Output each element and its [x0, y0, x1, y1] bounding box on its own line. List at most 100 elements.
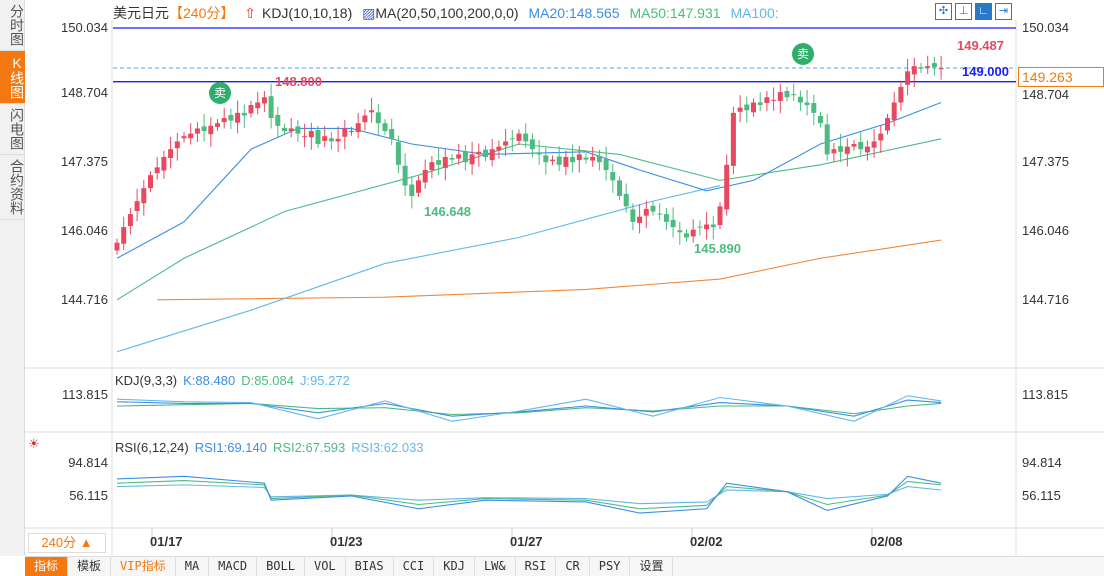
candle-body	[516, 133, 522, 141]
arrow-up-icon: ⇧	[244, 5, 256, 21]
period-label: 【240分】	[169, 5, 235, 21]
candle-body	[657, 213, 663, 215]
tab-psy[interactable]: PSY	[590, 557, 631, 576]
settings-sun-icon[interactable]: ☀	[28, 436, 40, 451]
candle-body	[422, 169, 428, 183]
candle-body	[335, 138, 341, 142]
candle-body	[690, 229, 696, 237]
candle-body	[543, 155, 549, 163]
tab-boll[interactable]: BOLL	[257, 557, 305, 576]
tab-timeshare[interactable]: 分时图	[0, 0, 25, 51]
candle-body	[864, 146, 870, 153]
ma-chart-icon: ▨	[362, 5, 376, 21]
candle-body	[784, 91, 790, 98]
candle-body	[442, 156, 448, 168]
low-label-mid: 146.648	[424, 204, 471, 219]
candle-body	[623, 193, 629, 207]
y-tick-left: 144.716	[61, 292, 108, 307]
kdj-d-line	[116, 402, 942, 416]
tab-vol[interactable]: VOL	[305, 557, 346, 576]
candle-body	[724, 164, 730, 210]
candle-body	[590, 156, 596, 161]
ma100-value: MA100:	[730, 5, 779, 21]
ma20-value: MA20:148.565	[528, 5, 620, 21]
ma20-line	[116, 101, 942, 259]
ma-indicator-label[interactable]: MA(20,50,100,200,0,0)	[375, 5, 519, 21]
candle-body	[630, 209, 636, 222]
tab-contract-info[interactable]: 合约资料	[0, 155, 25, 220]
kdj-title[interactable]: KDJ(9,3,3)	[115, 373, 178, 388]
candle-body	[194, 128, 200, 134]
candle-body	[550, 159, 555, 162]
candle-body	[650, 205, 656, 212]
tab-lwr[interactable]: LW&	[475, 557, 516, 576]
rsi3: RSI3:62.033	[351, 440, 424, 455]
axis-selected-icon[interactable]: ∟	[975, 3, 992, 20]
candle-body	[375, 112, 381, 124]
tab-vip-indicators[interactable]: VIP指标	[111, 557, 176, 576]
candle-body	[322, 136, 328, 141]
candle-body	[228, 114, 234, 121]
zoom-axis-icon[interactable]: ⊥	[955, 3, 972, 20]
tab-ma[interactable]: MA	[176, 557, 210, 576]
date-tick: 01/27	[510, 534, 543, 549]
candle-body	[684, 233, 689, 238]
candle-body	[241, 112, 247, 116]
candle-body	[382, 123, 388, 132]
rsi2-line	[116, 480, 942, 510]
candle-body	[261, 97, 267, 104]
date-tick: 02/08	[870, 534, 903, 549]
candle-body	[663, 214, 669, 222]
tab-bias[interactable]: BIAS	[346, 557, 394, 576]
tab-rsi[interactable]: RSI	[516, 557, 557, 576]
exit-icon[interactable]: ⇥	[995, 3, 1012, 20]
candle-body	[818, 115, 823, 124]
kdj-j: J:95.272	[299, 373, 350, 388]
kdj-indicator-label[interactable]: KDJ(10,10,18)	[261, 5, 353, 21]
rsi-title[interactable]: RSI(6,12,24)	[115, 440, 189, 455]
rsi-tick-left: 94.814	[68, 455, 108, 470]
tab-macd[interactable]: MACD	[209, 557, 258, 576]
candle-body	[838, 146, 844, 152]
candle-body	[141, 188, 147, 204]
candle-body	[851, 144, 857, 147]
kdj-tick-right: 113.815	[1022, 387, 1069, 402]
candle-body	[925, 66, 931, 68]
tab-indicators[interactable]: 指标	[25, 557, 69, 576]
candle-body	[188, 133, 194, 139]
sell-signal-icon[interactable]: 卖	[792, 43, 814, 65]
hline-label: 149.000	[962, 64, 1009, 79]
candle-body	[208, 125, 214, 135]
candle-body	[737, 107, 743, 112]
candle-body	[429, 162, 435, 170]
candle-body	[771, 99, 777, 101]
candle-body	[489, 149, 495, 161]
tab-kline[interactable]: K线图	[0, 51, 25, 104]
candle-body	[168, 149, 174, 159]
candle-body	[563, 156, 569, 167]
candle-body	[302, 136, 308, 138]
candle-body	[362, 115, 368, 123]
crosshair-icon[interactable]: ✣	[935, 3, 952, 20]
tab-flash[interactable]: 闪电图	[0, 104, 25, 155]
candle-body	[402, 165, 408, 186]
period-button[interactable]: 240分 ▲	[28, 533, 106, 553]
candle-body	[201, 126, 207, 132]
tab-kdj[interactable]: KDJ	[434, 557, 475, 576]
kdj-k: K:88.480	[183, 373, 236, 388]
candle-body	[603, 159, 609, 170]
candle-body	[174, 141, 180, 149]
tab-cci[interactable]: CCI	[394, 557, 435, 576]
tab-cr[interactable]: CR	[556, 557, 590, 576]
tab-settings[interactable]: 设置	[630, 557, 674, 576]
sell-signal-icon[interactable]: 卖	[209, 82, 231, 104]
candle-body	[637, 216, 643, 223]
date-tick: 01/23	[330, 534, 363, 549]
candle-body	[610, 172, 616, 181]
y-tick-left: 146.046	[61, 223, 108, 238]
rsi-legend: RSI(6,12,24) RSI1:69.140 RSI2:67.593 RSI3:6…	[115, 440, 430, 455]
candle-body	[476, 151, 482, 155]
ma200-line	[157, 239, 942, 301]
tab-templates[interactable]: 模板	[68, 557, 112, 576]
